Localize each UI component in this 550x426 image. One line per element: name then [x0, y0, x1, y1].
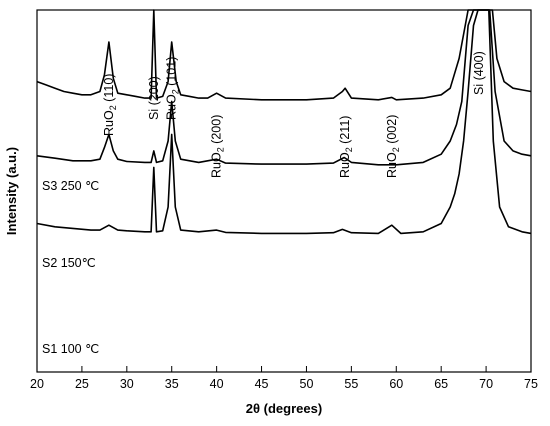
peak-label-hkl: (200) — [210, 115, 224, 148]
peak-label-subscript: 2 — [171, 89, 181, 94]
peak-label-subscript: 2 — [216, 147, 226, 152]
peak-label: Si (400) — [472, 51, 486, 95]
peak-label-hkl: (002) — [385, 115, 399, 148]
peak-label-hkl: (110) — [102, 74, 116, 106]
peak-label-main: Si (400) — [472, 51, 486, 95]
series-line-3 — [36, 9, 532, 235]
peak-label-group: RuO2 (110) Si (200) RuO2 (101)RuO2 (200)Ru… — [102, 51, 486, 178]
peak-label-subscript: 2 — [108, 105, 118, 110]
curve-group — [36, 9, 532, 235]
x-tick-label: 70 — [479, 377, 493, 391]
peak-label-main: RuO — [102, 110, 116, 136]
peak-label-main: Si (200) — [147, 76, 161, 120]
x-tick-label: 55 — [344, 377, 358, 391]
peak-label-subscript: 2 — [391, 147, 401, 152]
x-tick-label: 20 — [30, 377, 44, 391]
peak-label: RuO2 (200) — [210, 115, 226, 178]
peak-label-subscript: 2 — [344, 147, 354, 152]
series-label-group: S3 250 ℃ S2 150℃ S1 100 ℃ — [42, 179, 99, 356]
peak-label-hkl: (211) — [338, 116, 352, 148]
x-axis-title: 2θ (degrees) — [246, 401, 322, 416]
peak-label: RuO2 (211) — [338, 116, 354, 178]
peak-label: Si (200) — [147, 76, 161, 120]
x-tick-label: 25 — [75, 377, 89, 391]
series-label: S3 250 ℃ — [42, 179, 99, 193]
x-axis: 20 25 30 35 40 45 50 55 60 65 70 75 — [30, 366, 538, 391]
peak-label-main: RuO — [385, 152, 399, 178]
peak-label: RuO2 (101) — [165, 57, 181, 120]
x-tick-label: 35 — [165, 377, 179, 391]
x-tick-label: 45 — [255, 377, 269, 391]
series-label: S1 100 ℃ — [42, 342, 99, 356]
peak-label-main: RuO — [338, 152, 352, 178]
peak-label: RuO2 (002) — [385, 115, 401, 178]
peak-label-hkl: (101) — [165, 57, 179, 90]
x-tick-label: 40 — [210, 377, 224, 391]
x-tick-label: 75 — [524, 377, 538, 391]
plot-frame — [36, 9, 532, 373]
x-tick-label: 60 — [389, 377, 403, 391]
x-tick-label: 50 — [300, 377, 314, 391]
x-tick-label: 30 — [120, 377, 134, 391]
peak-label-main: RuO — [165, 94, 179, 120]
peak-label: RuO2 (110) — [102, 74, 118, 136]
y-axis-title: Intensity (a.u.) — [4, 147, 19, 235]
series-label: S2 150℃ — [42, 256, 96, 270]
x-tick-label: 65 — [434, 377, 448, 391]
peak-label-main: RuO — [210, 152, 224, 178]
